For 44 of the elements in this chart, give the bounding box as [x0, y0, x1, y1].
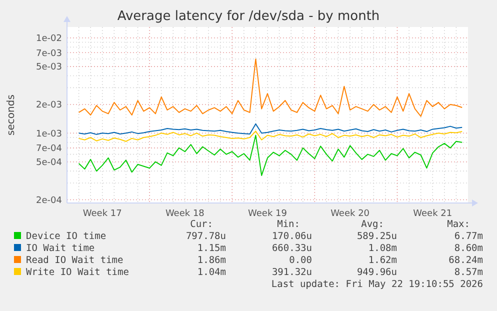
- x-tick-label: Week 19: [248, 209, 288, 219]
- text: Cur:: [190, 219, 213, 230]
- text: 391.32u: [272, 267, 312, 278]
- legend-label: Device IO time: [26, 231, 106, 242]
- x-tick-label: Week 17: [82, 209, 122, 219]
- y-tick-label: 1e-02: [36, 34, 62, 44]
- chart-title: Average latency for /dev/sda - by month: [117, 9, 380, 24]
- text: 660.33u: [272, 243, 312, 254]
- line-series: [78, 123, 463, 135]
- text: 0.00: [289, 255, 312, 266]
- x-tick-label: Week 20: [330, 209, 370, 219]
- text: 949.96u: [356, 267, 397, 278]
- text: Min:: [277, 219, 300, 230]
- y-tick-label: 7e-03: [36, 48, 62, 59]
- text: 170.06u: [272, 231, 312, 242]
- text: 8.57m: [454, 267, 484, 278]
- text: 68.24m: [448, 255, 484, 266]
- y-tick-label: 5e-03: [36, 62, 62, 73]
- line-series: [78, 134, 463, 176]
- text: 1.62m: [368, 255, 398, 266]
- text: 1.86m: [197, 255, 226, 266]
- y-tick-label: 1e-03: [36, 129, 62, 140]
- text: Avg:: [361, 219, 384, 230]
- y-tick-label: 7e-04: [36, 144, 62, 154]
- y-tick-label: 5e-04: [36, 158, 62, 168]
- y-tick-label: 2e-03: [36, 100, 62, 111]
- text: 8.60m: [454, 243, 484, 254]
- x-tick-label: Week 21: [413, 209, 452, 219]
- legend-label: Read IO Wait time: [26, 255, 124, 266]
- text: 1.15m: [197, 243, 226, 254]
- y-axis-title: seconds: [6, 94, 17, 136]
- text: Last update: Fri May 22 19:10:55 2026: [271, 279, 484, 290]
- text: 1.04m: [197, 267, 226, 278]
- legend-label: Write IO Wait time: [26, 267, 130, 278]
- line-series: [78, 130, 463, 142]
- text: Max:: [447, 219, 470, 230]
- text: 1.08m: [368, 243, 398, 254]
- line-series: [78, 58, 463, 117]
- x-tick-label: Week 18: [165, 209, 205, 219]
- text: 797.78u: [186, 231, 226, 242]
- text: 589.25u: [356, 231, 397, 242]
- y-tick-label: 2e-04: [36, 196, 62, 206]
- legend-label: IO Wait time: [26, 243, 95, 254]
- text: 6.77m: [454, 231, 484, 242]
